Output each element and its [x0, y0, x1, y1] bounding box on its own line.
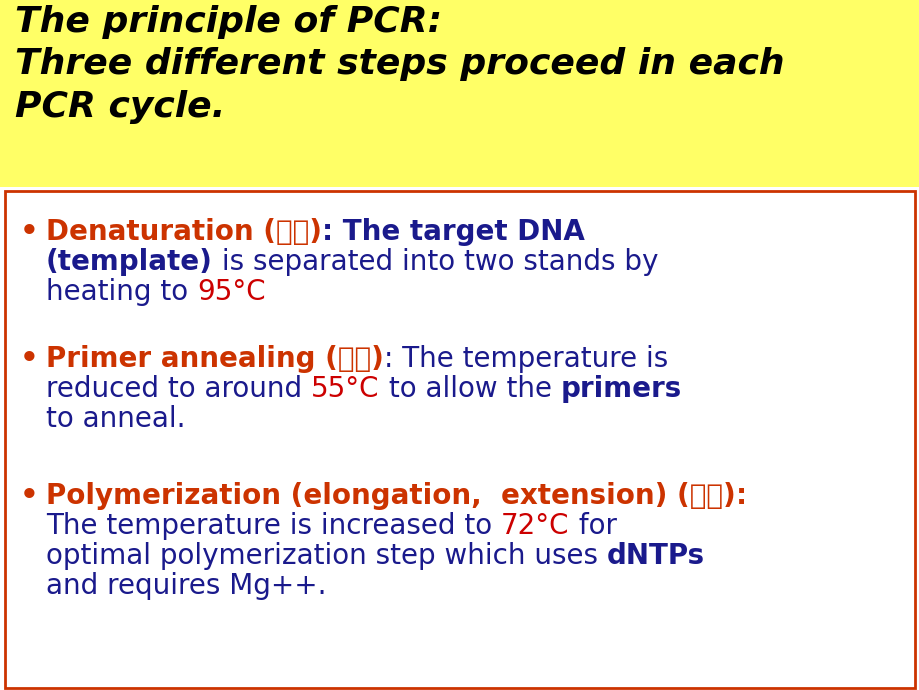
Text: •: •: [20, 218, 39, 246]
Text: to allow the: to allow the: [380, 375, 560, 403]
Text: •: •: [20, 482, 39, 510]
Text: Primer annealing (退火): Primer annealing (退火): [46, 345, 383, 373]
Text: is separated into two stands by: is separated into two stands by: [212, 248, 657, 276]
Text: for: for: [569, 512, 616, 540]
Text: •: •: [20, 345, 39, 373]
Text: 55°C: 55°C: [311, 375, 380, 403]
Text: dNTPs: dNTPs: [607, 542, 704, 570]
Text: reduced to around: reduced to around: [46, 375, 311, 403]
Text: primers: primers: [560, 375, 681, 403]
Text: to anneal.: to anneal.: [46, 405, 186, 433]
Text: Polymerization (elongation,  extension) (延伸): Polymerization (elongation, extension) (…: [46, 482, 735, 510]
Text: 95°C: 95°C: [197, 278, 266, 306]
FancyBboxPatch shape: [0, 0, 919, 187]
Text: The principle of PCR:: The principle of PCR:: [15, 5, 442, 39]
Text: (template): (template): [46, 248, 212, 276]
Text: : The temperature is: : The temperature is: [383, 345, 667, 373]
Text: 72°C: 72°C: [501, 512, 569, 540]
Text: The temperature is increased to: The temperature is increased to: [46, 512, 501, 540]
Text: Denaturation (变性): Denaturation (变性): [46, 218, 322, 246]
Text: Three different steps proceed in each: Three different steps proceed in each: [15, 47, 784, 81]
Text: PCR cycle.: PCR cycle.: [15, 90, 225, 124]
Text: :: :: [735, 482, 746, 510]
FancyBboxPatch shape: [5, 191, 914, 688]
Text: heating to: heating to: [46, 278, 197, 306]
Text: optimal polymerization step which uses: optimal polymerization step which uses: [46, 542, 607, 570]
Text: : The target DNA: : The target DNA: [322, 218, 584, 246]
Text: and requires Mg++.: and requires Mg++.: [46, 572, 326, 600]
